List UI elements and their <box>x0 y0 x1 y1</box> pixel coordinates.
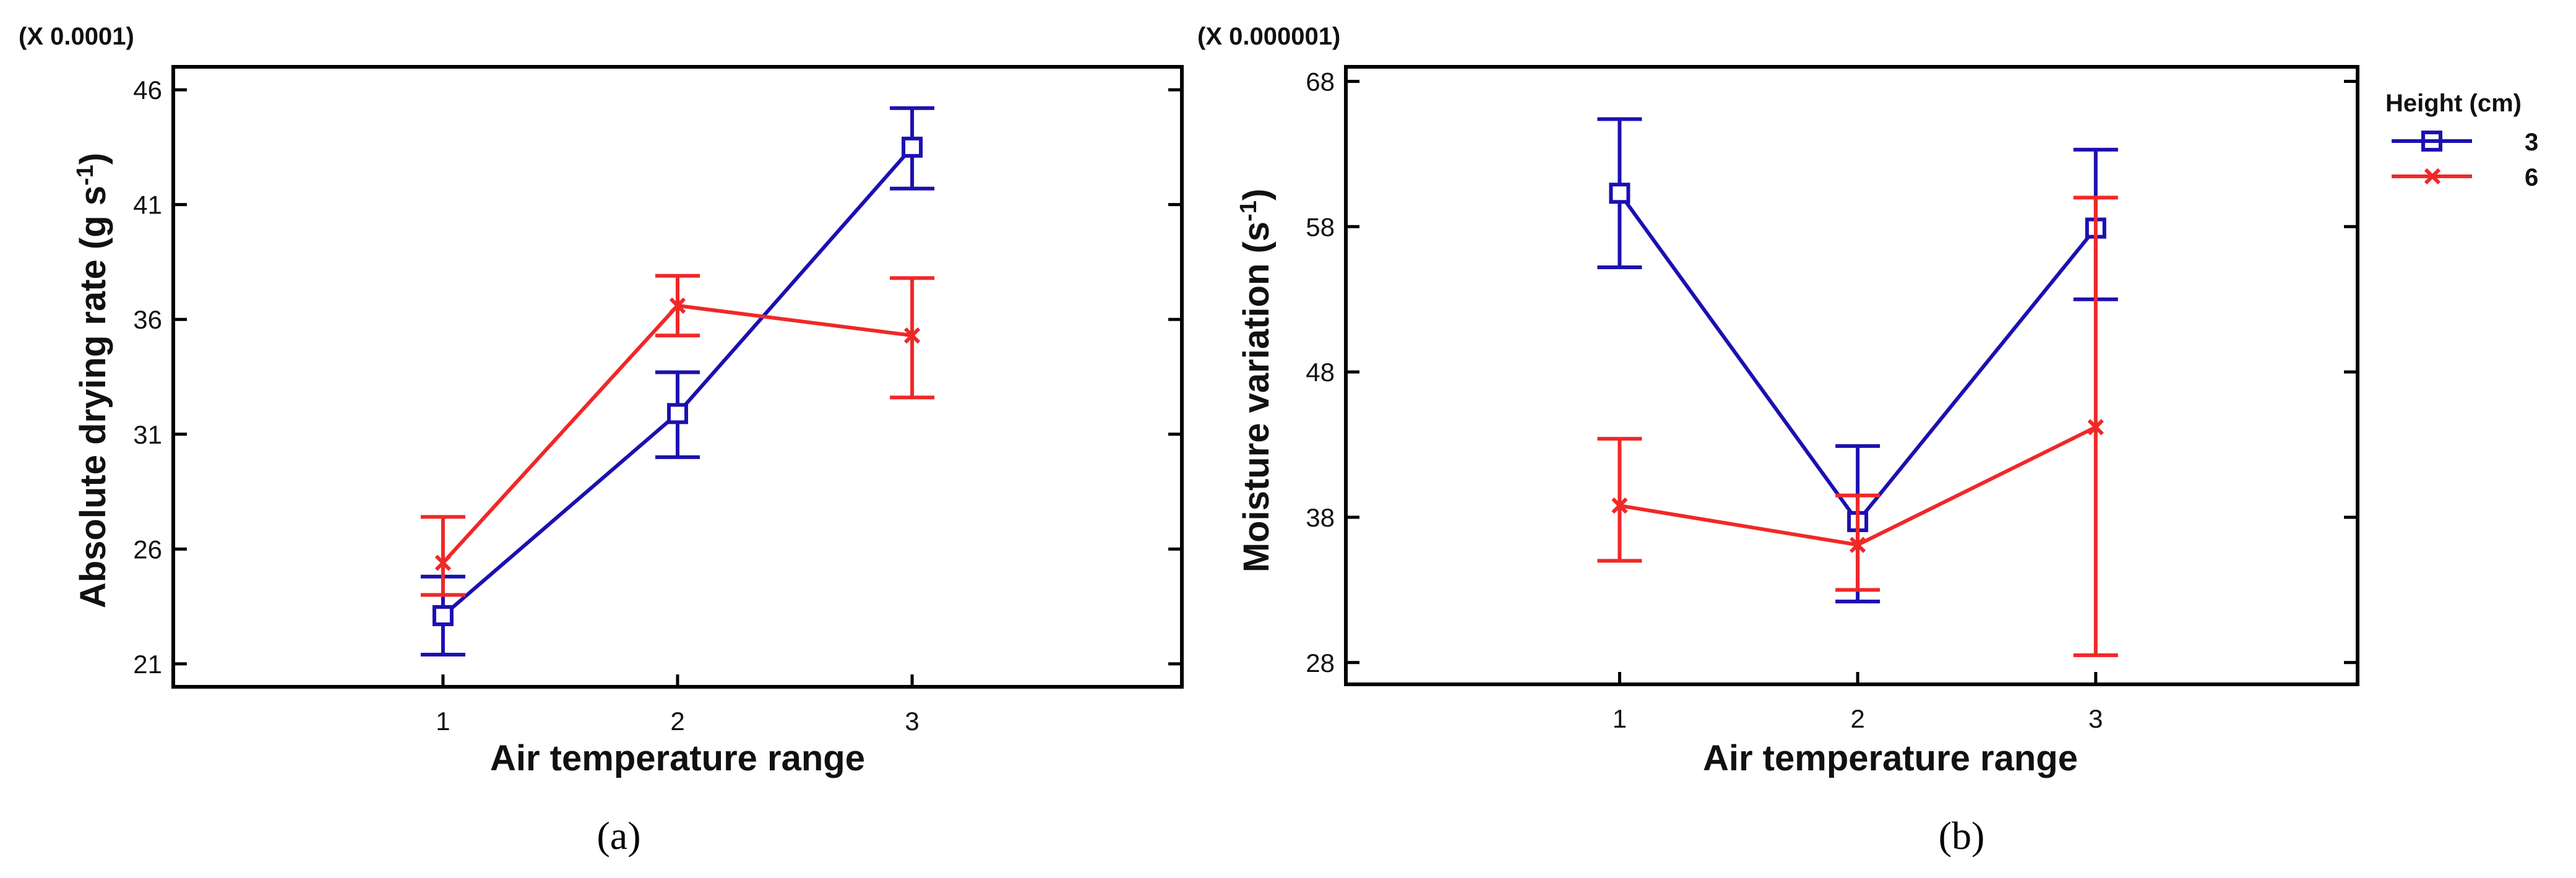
data-point-6 <box>2087 419 2104 436</box>
y-tick-label: 31 <box>133 420 162 449</box>
data-point-6 <box>1611 497 1628 514</box>
data-point-6 <box>1849 536 1866 553</box>
y-tick-label: 26 <box>133 535 162 564</box>
y-tick-label: 21 <box>133 650 162 679</box>
data-point-3 <box>1609 183 1630 204</box>
y-axis-label-a: Absolute drying rate (g s-1) <box>72 153 113 608</box>
x-tick-label: 2 <box>1850 704 1864 733</box>
y-tick-label: 68 <box>1306 67 1335 96</box>
y-tick-label: 41 <box>133 191 162 220</box>
multiplier-label-b: (X 0.000001) <box>1197 23 1340 50</box>
legend: Height (cm) 3 6 <box>2385 90 2538 191</box>
y-tick-label: 48 <box>1306 358 1335 387</box>
x-tick-label: 1 <box>1613 704 1627 733</box>
data-point-6 <box>669 297 686 314</box>
y-axis-label-b-sup: -1 <box>1236 200 1262 222</box>
y-tick-label: 38 <box>1306 503 1335 532</box>
legend-x-marker-icon <box>2424 168 2441 185</box>
legend-item-6: 6 <box>2392 164 2538 191</box>
data-point-3 <box>902 136 923 158</box>
x-axis-label-a: Air temperature range <box>490 738 865 778</box>
y-axis-label-a-sup: -1 <box>72 165 98 186</box>
legend-square-marker-icon <box>2421 131 2442 152</box>
legend-item-3: 3 <box>2392 129 2538 156</box>
panel-label-a: (a) <box>597 814 640 858</box>
x-tick-label: 3 <box>905 707 919 736</box>
multiplier-label-a: (X 0.0001) <box>19 23 134 50</box>
y-tick-label: 46 <box>133 75 162 105</box>
data-point-3 <box>432 605 454 626</box>
panel-a: (X 0.0001) 21 26 31 36 41 46 1 2 3 Air temperat… <box>19 23 1184 858</box>
x-axis-b: 1 2 3 <box>1613 672 2103 733</box>
plot-frame-b <box>1344 65 2359 686</box>
x-tick-label: 2 <box>670 707 684 736</box>
y-axis-b: 28 38 48 58 68 <box>1306 67 2358 678</box>
panel-label-b: (b) <box>1939 814 1985 858</box>
legend-label-3: 3 <box>2525 129 2538 156</box>
y-axis-label-b-end: ) <box>1236 189 1277 200</box>
panel-b: (X 0.000001) 28 38 48 58 68 1 2 3 Air temperat… <box>1197 23 2359 858</box>
series-group-a <box>420 106 935 657</box>
x-tick-label: 3 <box>2088 704 2103 733</box>
series-group-b <box>1597 117 2118 658</box>
data-point-6 <box>903 327 921 344</box>
y-axis-label-b-text: Moisture variation (s <box>1236 222 1277 572</box>
y-tick-label: 28 <box>1306 648 1335 678</box>
y-tick-label: 58 <box>1306 212 1335 241</box>
x-tick-label: 1 <box>436 707 450 736</box>
y-axis-a: 21 26 31 36 41 46 <box>133 75 1182 679</box>
legend-title: Height (cm) <box>2385 90 2522 117</box>
y-axis-label-b: Moisture variation (s-1) <box>1236 189 1277 572</box>
data-point-3 <box>667 403 688 424</box>
x-axis-a: 1 2 3 <box>436 674 920 736</box>
y-axis-label-a-text: Absolute drying rate (g s <box>73 186 113 608</box>
y-axis-label-a-end: ) <box>73 153 113 165</box>
legend-label-6: 6 <box>2525 164 2538 191</box>
y-tick-label: 36 <box>133 305 162 334</box>
data-point-6 <box>434 554 452 571</box>
x-axis-label-b: Air temperature range <box>1703 738 2078 778</box>
